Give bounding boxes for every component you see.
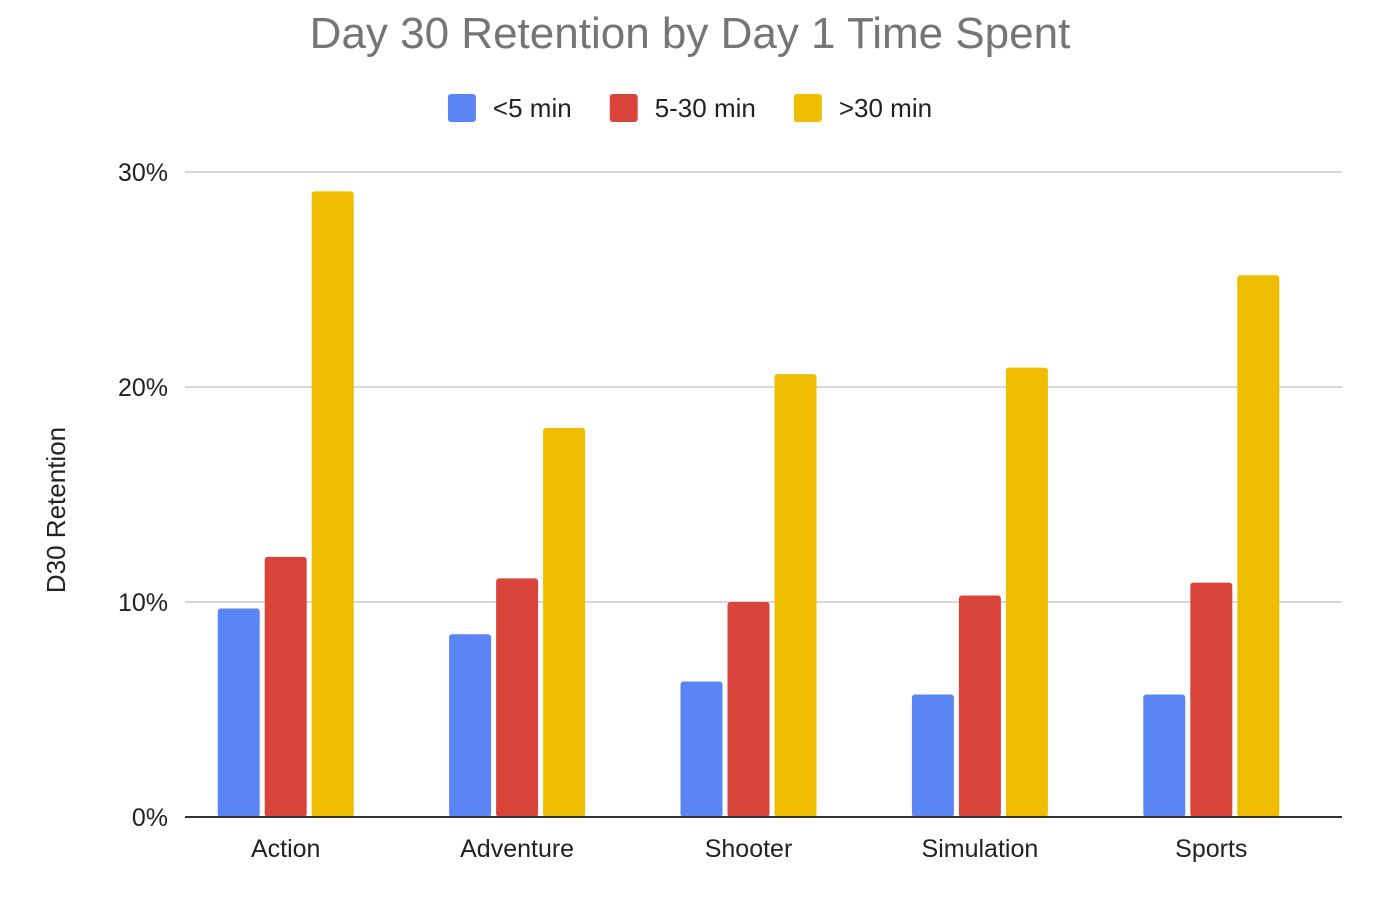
- legend-swatch: [793, 94, 822, 122]
- bar-action-series-3: [311, 191, 354, 818]
- bar-sports-series-3: [1237, 275, 1280, 817]
- bar-shooter-series-2: [727, 602, 770, 817]
- y-tick-label: 10%: [118, 589, 168, 617]
- bar-simulation-series-3: [1005, 367, 1048, 817]
- bar-sports-series-1: [1143, 694, 1186, 817]
- bar-adventure-series-3: [543, 427, 586, 817]
- bar-simulation-series-2: [958, 595, 1001, 817]
- bar-action-series-2: [264, 556, 307, 817]
- legend-label: >30 min: [839, 93, 932, 123]
- bar-sports-series-2: [1190, 582, 1233, 817]
- y-axis-title: D30 Retention: [41, 427, 71, 593]
- bars: [217, 191, 1280, 818]
- bar-shooter-series-1: [680, 681, 723, 817]
- legend-swatch: [447, 94, 476, 122]
- x-tick-label: Adventure: [460, 835, 574, 863]
- bar-adventure-series-1: [449, 634, 492, 817]
- y-tick-label: 0%: [132, 804, 168, 832]
- bar-simulation-series-1: [911, 694, 954, 817]
- gridlines: [185, 171, 1342, 603]
- legend: <5 min 5-30 min >30 min: [447, 93, 932, 123]
- legend-label: 5-30 min: [655, 93, 756, 123]
- y-tick-label: 20%: [118, 374, 168, 402]
- legend-swatch: [609, 94, 638, 122]
- x-tick-label: Shooter: [705, 835, 793, 863]
- x-tick-label: Action: [251, 835, 320, 863]
- y-tick-label: 30%: [118, 159, 168, 187]
- y-axis-ticks: 0% 10% 20% 30%: [118, 159, 168, 832]
- legend-item: <5 min: [447, 93, 572, 123]
- bar-adventure-series-2: [496, 578, 539, 817]
- legend-item: >30 min: [793, 93, 932, 123]
- legend-item: 5-30 min: [609, 93, 756, 123]
- bar-shooter-series-3: [774, 374, 817, 817]
- x-axis-ticks: Action Adventure Shooter Simulation Sports: [251, 835, 1247, 863]
- legend-label: <5 min: [493, 93, 572, 123]
- x-tick-label: Simulation: [922, 835, 1039, 863]
- x-tick-label: Sports: [1175, 835, 1247, 863]
- bar-action-series-1: [217, 608, 260, 817]
- chart-title: Day 30 Retention by Day 1 Time Spent: [310, 9, 1071, 58]
